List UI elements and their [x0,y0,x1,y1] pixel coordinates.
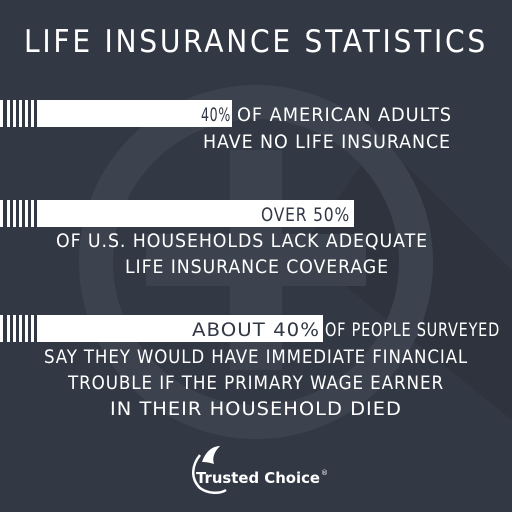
stat-text: TROUBLE IF THE PRIMARY WAGE EARNER [67,372,444,394]
stat-text: IN THEIR HOUSEHOLD DIED [110,398,402,420]
stat-bar [0,315,323,342]
stat-text: SAY THEY WOULD HAVE IMMEDIATE FINANCIAL [44,346,468,368]
stat-text: OF PEOPLE SURVEYED [325,319,500,341]
stat-highlight: 40% [201,104,231,126]
stat-text: HAVE NO LIFE INSURANCE [203,131,451,153]
logo-mark: ® [321,469,328,477]
stat-bar [0,200,354,227]
stat-text: OF U.S. HOUSEHOLDS LACK ADEQUATE [56,230,428,252]
stat-highlight: ABOUT 40% [192,319,320,341]
stat-text: LIFE INSURANCE COVERAGE [125,256,389,278]
stat-text: OF AMERICAN ADULTS [237,104,452,126]
logo-name: Trusted Choice [196,469,320,487]
title: LIFE INSURANCE STATISTICS [24,24,488,60]
stat-bar [0,100,232,127]
stat-highlight: OVER 50% [261,204,350,226]
logo-icon [192,446,227,494]
